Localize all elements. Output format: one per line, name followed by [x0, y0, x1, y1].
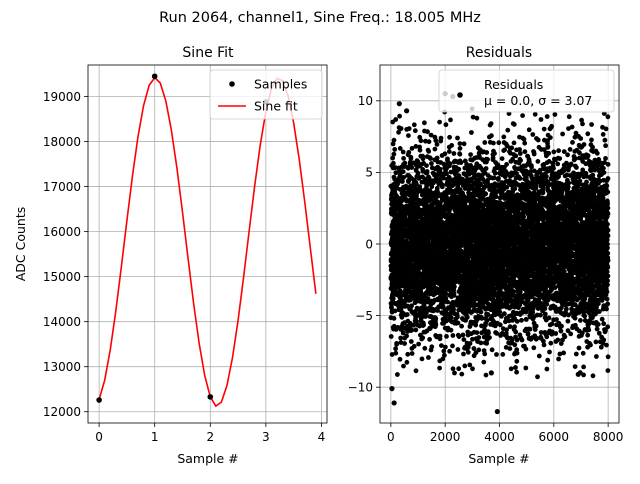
y-tick-label: 0 [365, 237, 373, 251]
sine-fit-ticks: 0 1 2 3 4 12000 13000 14000 15000 16000 17000 18000… [43, 90, 325, 444]
x-tick-label: 0 [95, 430, 103, 444]
y-tick-label: 10 [358, 94, 373, 108]
sine-fit-plot-area [96, 73, 317, 408]
residuals-legend-box [438, 69, 615, 113]
x-tick-label: 1 [151, 430, 159, 444]
residual-outlier-point [575, 371, 581, 377]
y-tick-label: −5 [355, 309, 373, 323]
legend-marker-residuals [457, 92, 463, 98]
sample-point [151, 73, 158, 80]
legend-label-residuals-stats: μ = 0.0, σ = 3.07 [484, 93, 592, 108]
x-tick-label: 4 [318, 430, 326, 444]
y-tick-label: 17000 [43, 180, 81, 194]
residual-outlier-point [396, 101, 402, 107]
sine-fit-legend: Samples Sine fit [209, 69, 323, 120]
sine-fit-title: Sine Fit [182, 45, 234, 61]
x-tick-label: 8000 [593, 430, 624, 444]
legend-label-residuals: Residuals [484, 77, 543, 92]
x-tick-label: 2000 [430, 430, 461, 444]
residual-outlier-point [488, 370, 494, 376]
residuals-title: Residuals [466, 45, 532, 61]
sample-point [207, 394, 214, 400]
sine-fit-line [98, 76, 317, 408]
y-tick-label: 13000 [43, 360, 81, 374]
residuals-legend: Residuals μ = 0.0, σ = 3.07 [438, 69, 615, 113]
x-tick-label: 6000 [539, 430, 570, 444]
x-tick-label: 3 [262, 430, 270, 444]
sample-point [96, 397, 102, 403]
x-tick-label: 4000 [484, 430, 515, 444]
x-tick-label: 0 [387, 430, 395, 444]
residual-outlier-point [391, 400, 397, 406]
y-tick-label: 12000 [43, 405, 81, 419]
y-tick-label: −10 [348, 381, 373, 395]
sine-fit-frame [87, 64, 328, 424]
y-tick-label: 14000 [43, 315, 81, 329]
sine-fit-axes: Sine Fit 0 1 2 3 4 12000 13000 14000 15000 16000 1… [13, 45, 328, 466]
residual-outlier-point [389, 386, 395, 392]
legend-label-sine-fit: Sine fit [254, 99, 298, 114]
sine-fit-ylabel: ADC Counts [13, 207, 28, 282]
legend-label-samples: Samples [254, 77, 307, 92]
residual-outlier-point [494, 408, 500, 415]
residuals-axes: Residuals 0 2000 4000 6000 8000 −10 −5 0 5 10 Sam… [348, 45, 624, 466]
y-tick-label: 15000 [43, 270, 81, 284]
y-tick-label: 5 [365, 166, 373, 180]
x-tick-label: 2 [206, 430, 214, 444]
y-tick-label: 18000 [43, 135, 81, 149]
residual-points [388, 106, 611, 380]
sine-fit-xlabel: Sample # [177, 451, 238, 466]
figure-title: Run 2064, channel1, Sine Freq.: 18.005 M… [159, 10, 481, 26]
residuals-xlabel: Sample # [468, 451, 529, 466]
residuals-ticks: 0 2000 4000 6000 8000 −10 −5 0 5 10 [348, 94, 624, 444]
y-tick-label: 19000 [43, 90, 81, 104]
y-tick-label: 16000 [43, 225, 81, 239]
residual-outlier-point [404, 108, 410, 114]
legend-marker-samples [229, 81, 235, 87]
